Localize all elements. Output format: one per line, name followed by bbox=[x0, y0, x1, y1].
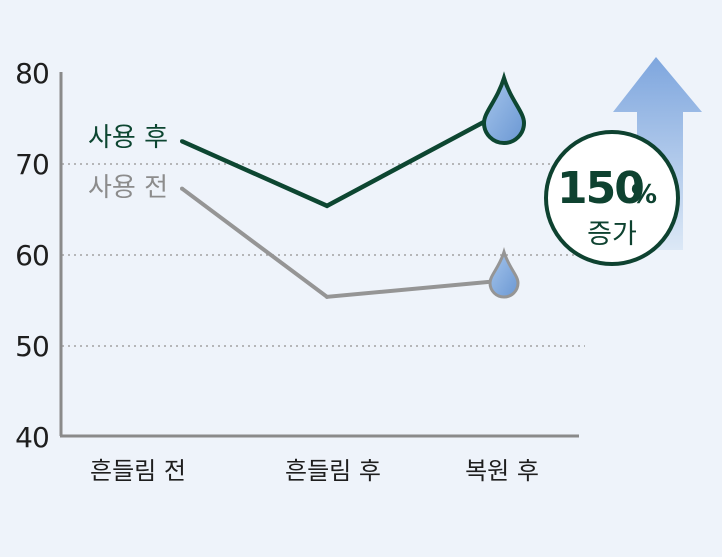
x-tick-label: 흔들림 후 bbox=[285, 457, 381, 485]
water-drop-icon bbox=[481, 71, 527, 145]
badge-percent: % bbox=[631, 180, 657, 210]
badge-circle bbox=[544, 130, 680, 266]
y-tick-label: 40 bbox=[15, 421, 49, 454]
series-label: 사용 전 bbox=[88, 173, 168, 203]
data-point bbox=[325, 294, 329, 299]
series-line bbox=[180, 186, 505, 299]
increase-badge: 150 % 증가 bbox=[544, 130, 680, 266]
x-tick-label: 흔들림 전 bbox=[90, 457, 186, 485]
y-tick-label: 60 bbox=[15, 239, 49, 272]
water-drop-icon bbox=[488, 246, 520, 299]
badge-number: 150 bbox=[557, 163, 643, 214]
y-tick-label: 80 bbox=[15, 57, 49, 90]
series-line bbox=[181, 109, 506, 209]
badge-word: 증가 bbox=[587, 219, 637, 250]
y-tick-label: 50 bbox=[15, 330, 49, 363]
x-tick-label: 복원 후 bbox=[465, 457, 539, 485]
data-point bbox=[325, 203, 329, 208]
series-label: 사용 후 bbox=[88, 123, 168, 153]
y-tick-label: 70 bbox=[15, 148, 49, 181]
data-point bbox=[180, 139, 184, 144]
data-point bbox=[180, 186, 184, 191]
